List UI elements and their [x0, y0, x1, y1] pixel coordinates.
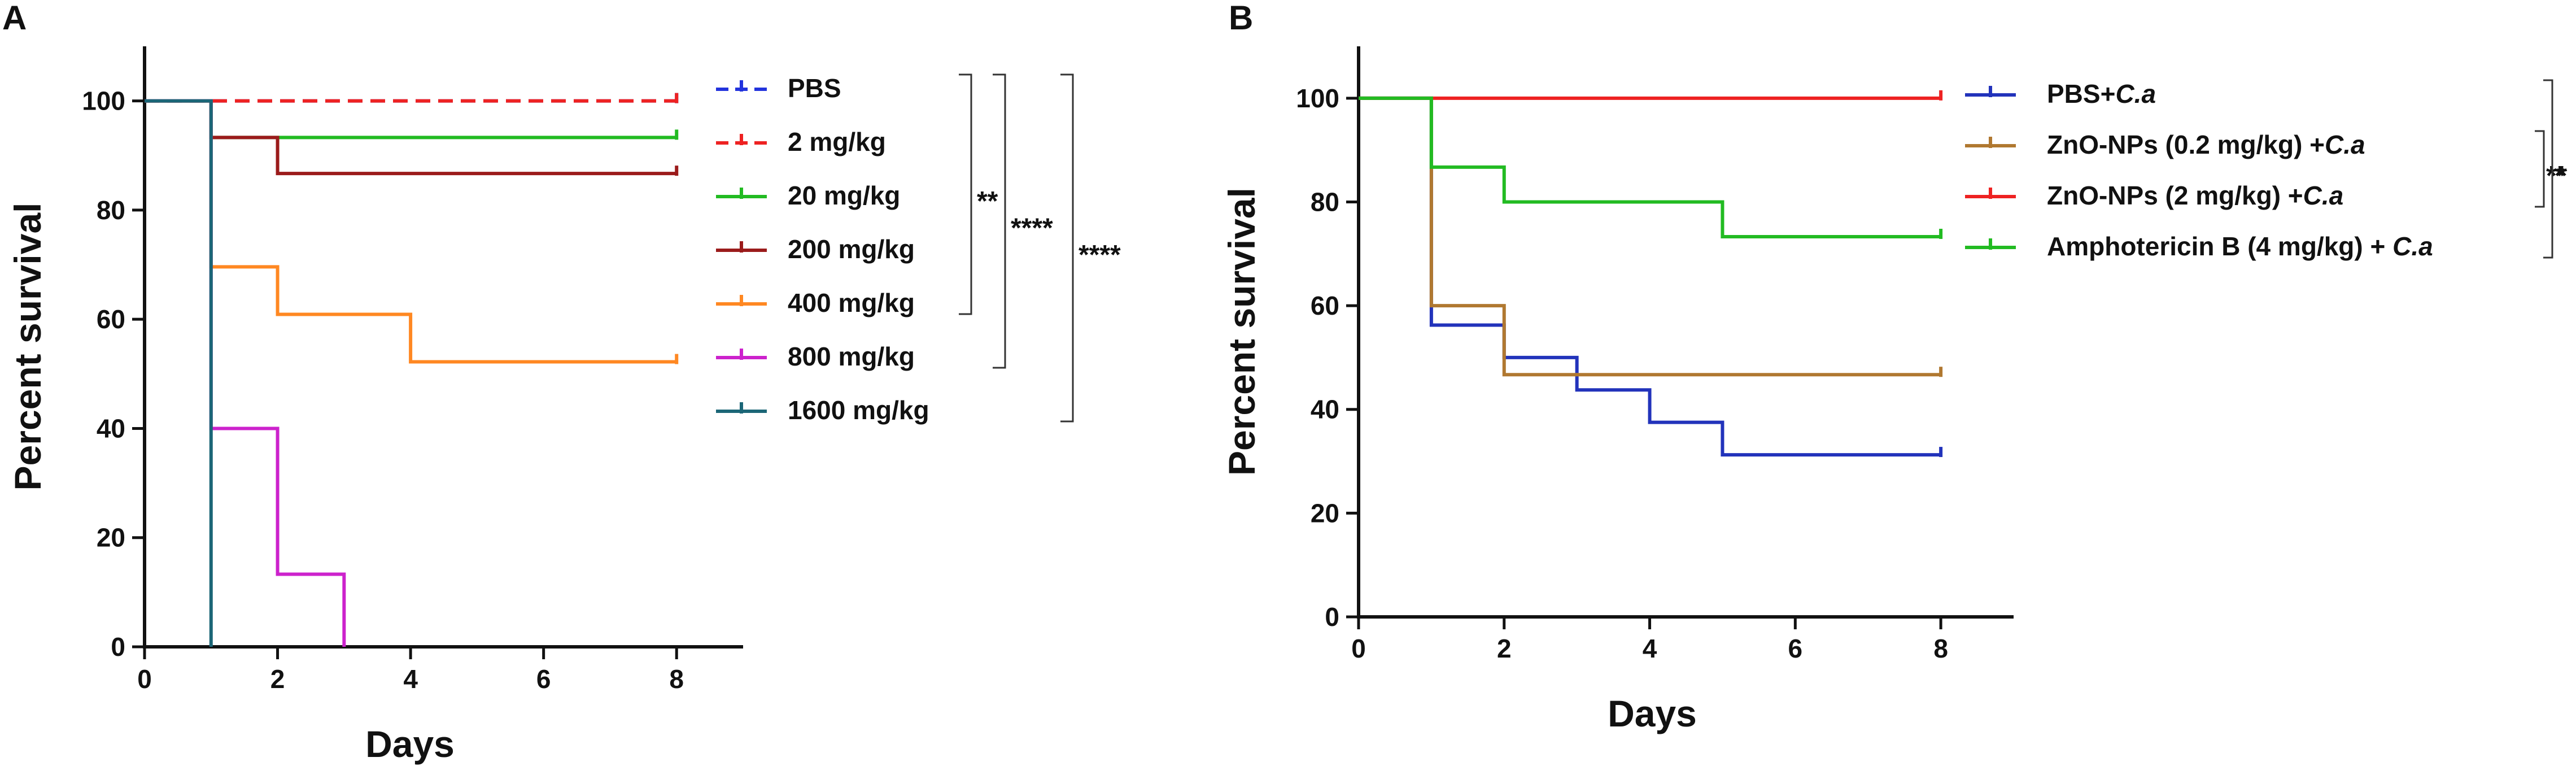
- legend-label-pbs: PBS: [788, 73, 841, 103]
- y-tick-label: 0: [1325, 602, 1339, 632]
- series-line-800-mg-kg: [145, 99, 346, 647]
- y-tick-label: 20: [97, 523, 125, 552]
- significance-label: **: [2546, 161, 2568, 191]
- legend-label-text: ZnO-NPs (0.2 mg/kg) +: [2047, 130, 2325, 159]
- y-tick-label: 60: [1311, 291, 1339, 320]
- series-line-400-mg-kg: [145, 99, 677, 364]
- legend-label-italic: C.a: [2392, 232, 2433, 261]
- legend-label-text: 400 mg/kg: [788, 288, 915, 317]
- x-tick-label: 2: [1497, 634, 1512, 663]
- legend-label-text: 1600 mg/kg: [788, 395, 929, 425]
- legend-label-text: 20 mg/kg: [788, 181, 900, 210]
- y-tick-label: 80: [97, 195, 125, 225]
- legend-label-zno-nps-0-2-mg-kg: ZnO-NPs (0.2 mg/kg) +C.a: [2047, 130, 2365, 159]
- significance-label: *: [2555, 161, 2565, 191]
- x-axis-title: Days: [365, 723, 455, 765]
- significance-bracket: [959, 73, 972, 315]
- legend-label-400-mg-kg: 400 mg/kg: [788, 288, 915, 317]
- legend-label-800-mg-kg: 800 mg/kg: [788, 342, 915, 371]
- y-tick-label: 100: [82, 86, 125, 116]
- y-tick-label: 80: [1311, 187, 1339, 216]
- y-axis-title: Percent survival: [7, 203, 49, 491]
- y-axis-title: Percent survival: [1221, 188, 1263, 476]
- legend-label-text: PBS+: [2047, 79, 2115, 108]
- legend-label-20-mg-kg: 20 mg/kg: [788, 181, 900, 210]
- significance-label: ****: [1011, 214, 1053, 243]
- x-tick-label: 4: [403, 664, 418, 694]
- legend-label-text: 800 mg/kg: [788, 342, 915, 371]
- y-tick-label: 20: [1311, 498, 1339, 528]
- panel-a: A 0 20 40 60 80 100 0 2 4 6 8 Days Percent survival PB…: [2, 0, 1121, 765]
- significance-bracket: [2535, 130, 2545, 208]
- y-tick-label: 40: [1311, 395, 1339, 424]
- legend-label-1600-mg-kg: 1600 mg/kg: [788, 395, 929, 425]
- series-line-1600-mg-kg: [145, 99, 213, 647]
- x-tick-label: 2: [270, 664, 285, 694]
- legend-label-text: 200 mg/kg: [788, 234, 915, 264]
- legend-label-text: Amphotericin B (4 mg/kg) +: [2047, 232, 2392, 261]
- x-tick-label: 4: [1643, 634, 1657, 663]
- significance-label: **: [977, 186, 998, 216]
- panel-letter: B: [1229, 0, 1253, 37]
- series-line-20-mg-kg: [145, 99, 677, 140]
- y-tick-label: 60: [97, 304, 125, 334]
- x-axis-title: Days: [1608, 693, 1697, 734]
- y-tick-label: 40: [97, 414, 125, 443]
- panel-letter: A: [2, 0, 27, 37]
- y-tick-label: 0: [111, 632, 125, 662]
- x-tick-label: 8: [669, 664, 684, 694]
- significance-bracket: [993, 73, 1006, 369]
- legend-label-zno-nps-2-mg-kg: ZnO-NPs (2 mg/kg) +C.a: [2047, 181, 2343, 210]
- legend-label-text: 2 mg/kg: [788, 127, 886, 156]
- legend-label-italic: C.a: [2115, 79, 2156, 108]
- significance-bracket: [2543, 79, 2553, 259]
- panel-b: B 0 20 40 60 80 100 0 2 4 6 8 Days Percent survival PB…: [1221, 0, 2568, 734]
- legend-label-200-mg-kg: 200 mg/kg: [788, 234, 915, 264]
- series-line-amphotericin-b-4-mg-kg: [1359, 96, 1941, 238]
- x-tick-label: 0: [1351, 634, 1366, 663]
- legend-label-pbs: PBS+C.a: [2047, 79, 2156, 108]
- legend-label-2-mg-kg: 2 mg/kg: [788, 127, 886, 156]
- legend-label-amphotericin-b-4-mg-kg: Amphotericin B (4 mg/kg) + C.a: [2047, 232, 2433, 261]
- x-tick-label: 6: [1788, 634, 1803, 663]
- legend-label-italic: C.a: [2303, 181, 2344, 210]
- x-tick-label: 6: [536, 664, 551, 694]
- significance-label: ****: [1079, 240, 1121, 270]
- series-line-pbs: [1359, 96, 1941, 457]
- x-tick-label: 0: [137, 664, 152, 694]
- x-tick-label: 8: [1933, 634, 1948, 663]
- legend-label-italic: C.a: [2325, 130, 2365, 159]
- legend-label-text: ZnO-NPs (2 mg/kg) +: [2047, 181, 2303, 210]
- significance-bracket: [1060, 73, 1074, 423]
- legend-label-text: PBS: [788, 73, 841, 103]
- y-tick-label: 100: [1296, 84, 1339, 113]
